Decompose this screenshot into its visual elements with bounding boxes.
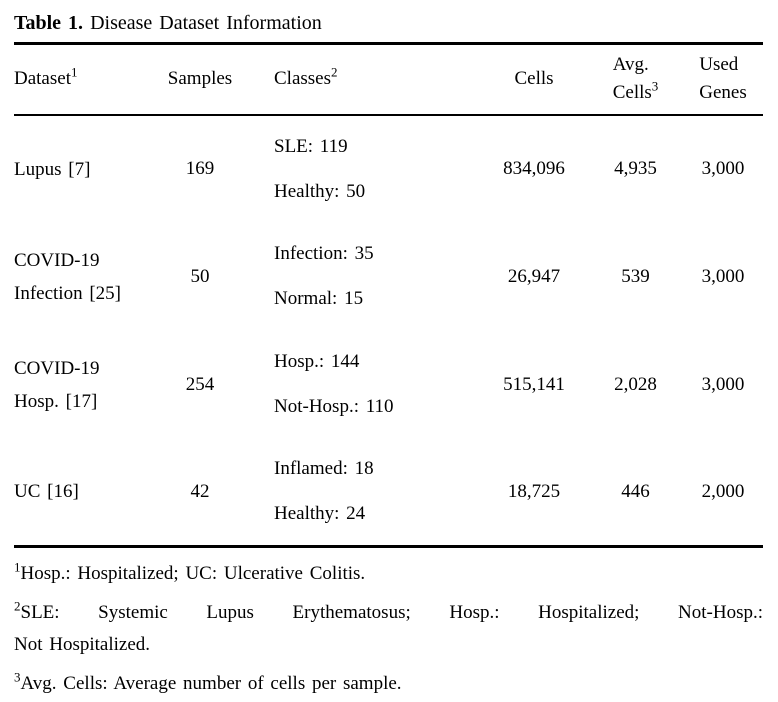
samples-cell: 50 — [190, 265, 210, 287]
column-header-dataset: Dataset1 — [14, 43, 150, 116]
samples-cell: 254 — [185, 373, 215, 395]
class-line: Not-Hosp.: 110 — [274, 396, 394, 417]
footnote-1-text: Hosp.: Hospitalized; UC: Ulcerative Coli… — [20, 563, 366, 584]
dataset-name-line2: Hosp. [17] — [14, 390, 98, 412]
cells-cell: 515,141 — [503, 373, 565, 395]
footnote-2-text-line2: Not Hospitalized. — [14, 634, 151, 655]
header-avg-cells-block: Avg. Cells3 — [613, 51, 659, 107]
dataset-cell: Lupus [7] — [14, 115, 150, 223]
table-row-lupus: Lupus [7] 169 SLE: 119 Healthy: 50 834,09… — [14, 115, 763, 223]
footnote-3: 3Avg. Cells: Average number of cells per… — [14, 668, 763, 700]
avg-cells-cell: 539 — [621, 265, 650, 287]
cells-cell: 18,725 — [507, 480, 561, 502]
header-used-genes-block: Used Genes — [699, 51, 746, 107]
samples-cell: 42 — [190, 480, 210, 502]
table-row-uc: UC [16] 42 Inflamed: 18 Healthy: 24 18,72… — [14, 439, 763, 547]
header-avg-cells-line2: Cells3 — [613, 79, 659, 107]
cells-cell: 834,096 — [503, 158, 565, 179]
dataset-name-line1: COVID-19 — [14, 357, 100, 379]
header-avg-cells-footnote-mark: 3 — [651, 78, 659, 94]
header-used-genes-line1: Used — [699, 54, 739, 76]
footnote-1-mark: 1 — [14, 559, 21, 575]
class-line: Infection: 35 — [274, 243, 374, 264]
table-caption-number: Table 1. — [14, 12, 84, 34]
header-samples-label: Samples — [167, 68, 233, 90]
footnote-1: 1Hosp.: Hospitalized; UC: Ulcerative Col… — [14, 558, 763, 590]
table-caption-title: Disease Dataset Information — [90, 12, 322, 34]
samples-cell: 169 — [185, 158, 215, 179]
footnote-2-mark: 2 — [14, 598, 21, 614]
class-line: Healthy: 50 — [274, 180, 366, 202]
class-line: Hosp.: 144 — [274, 351, 360, 372]
header-dataset-footnote-mark: 1 — [70, 64, 78, 80]
header-avg-cells-line1: Avg. — [612, 54, 649, 76]
header-dataset-label: Dataset — [14, 68, 71, 90]
class-line: Normal: 15 — [274, 288, 364, 309]
classes-cell: Infection: 35 Normal: 15 — [250, 223, 480, 331]
classes-cell: Hosp.: 144 Not-Hosp.: 110 — [250, 331, 480, 439]
header-used-genes-line2: Genes — [699, 82, 747, 104]
used-genes-cell: 3,000 — [701, 373, 745, 395]
cells-cell: 26,947 — [507, 265, 561, 287]
dataset-cell: UC [16] — [14, 439, 150, 547]
header-cells-label: Cells — [514, 68, 554, 90]
used-genes-cell: 3,000 — [701, 158, 745, 179]
table-caption: Table 1. Disease Dataset Information — [14, 8, 764, 38]
used-genes-cell: 3,000 — [701, 265, 745, 287]
dataset-name-line2: Infection [25] — [14, 282, 121, 304]
header-classes-footnote-mark: 2 — [331, 64, 338, 80]
avg-cells-cell: 4,935 — [614, 158, 657, 179]
dataset-name: Lupus [7] — [14, 158, 91, 180]
header-avg-cells-line2-text: Cells — [612, 82, 652, 104]
table-row-covid-hosp: COVID-19 Hosp. [17] 254 Hosp.: 144 Not-Hos… — [14, 331, 763, 439]
dataset-cell: COVID-19 Infection [25] — [14, 223, 150, 331]
column-header-avg-cells: Avg. Cells3 — [588, 43, 683, 116]
column-header-used-genes: Used Genes — [683, 43, 763, 116]
header-classes-label: Classes — [274, 68, 331, 90]
column-header-cells: Cells — [480, 43, 588, 116]
footnote-2-line1: 2SLE: Systemic Lupus Erythematosus; Hosp… — [14, 597, 763, 629]
class-line: SLE: 119 — [274, 135, 348, 157]
used-genes-cell: 2,000 — [701, 480, 745, 502]
avg-cells-cell: 446 — [621, 480, 650, 502]
table-row-covid-infection: COVID-19 Infection [25] 50 Infection: 35 N… — [14, 223, 763, 331]
dataset-name-line1: COVID-19 — [14, 249, 100, 271]
footnote-2: 2SLE: Systemic Lupus Erythematosus; Hosp… — [14, 597, 763, 661]
column-header-samples: Samples — [150, 43, 250, 116]
column-header-classes: Classes2 — [250, 43, 480, 116]
dataset-cell: COVID-19 Hosp. [17] — [14, 331, 150, 439]
header-row: Dataset1 Samples Classes2 Cells Avg. Cell… — [14, 43, 763, 116]
disease-dataset-table: Dataset1 Samples Classes2 Cells Avg. Cell… — [14, 42, 763, 548]
footnote-3-mark: 3 — [14, 669, 21, 685]
avg-cells-cell: 2,028 — [614, 373, 657, 395]
class-line: Inflamed: 18 — [274, 458, 374, 480]
classes-cell: SLE: 119 Healthy: 50 — [250, 115, 480, 223]
footnote-2-text-line1: SLE: Systemic Lupus Erythematosus; Hosp.… — [20, 602, 764, 623]
table-footnotes: 1Hosp.: Hospitalized; UC: Ulcerative Col… — [14, 558, 763, 700]
dataset-name: UC [16] — [14, 481, 79, 503]
class-line: Healthy: 24 — [274, 503, 366, 525]
footnote-3-text: Avg. Cells: Average number of cells per … — [20, 673, 402, 694]
classes-cell: Inflamed: 18 Healthy: 24 — [250, 439, 480, 547]
